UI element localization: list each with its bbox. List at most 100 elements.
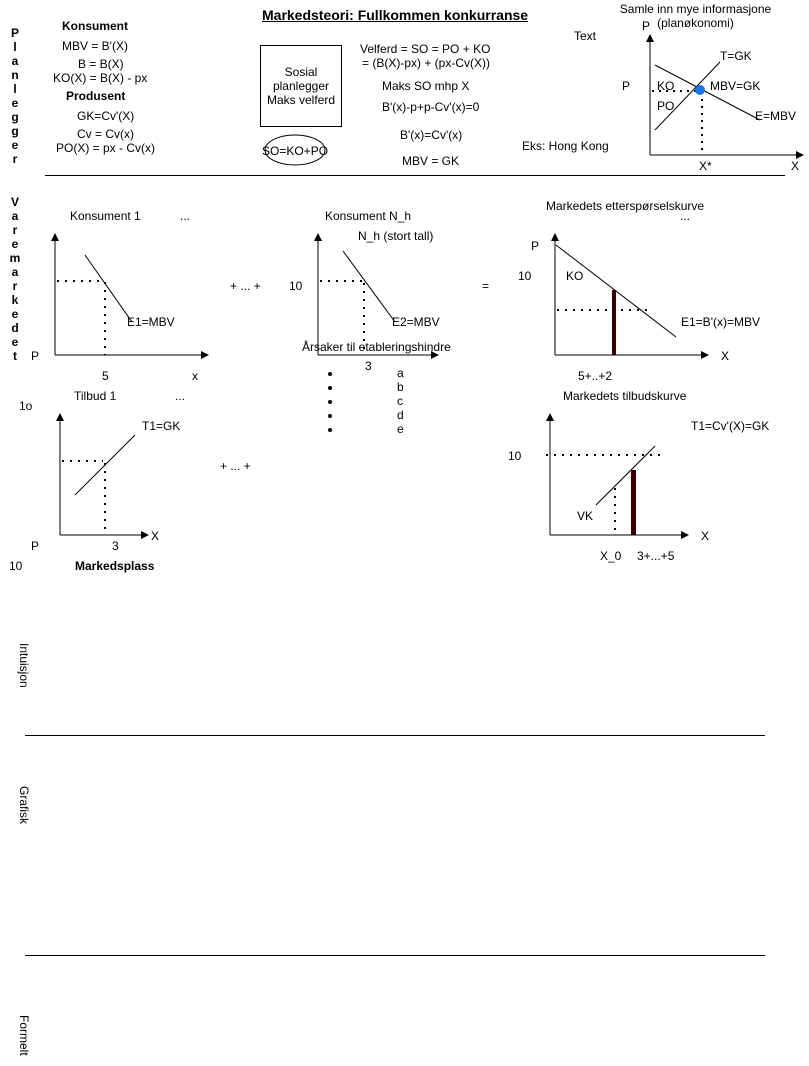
side-label-letter: e (11, 96, 19, 110)
produsent-heading: Produsent (66, 89, 126, 103)
side-label-letter: k (11, 293, 19, 307)
graph-label: VK (577, 509, 594, 523)
side-label-letter: r (12, 152, 18, 166)
box-line: Maks velferd (266, 93, 336, 107)
produsent-line: Cv = Cv(x) (77, 127, 134, 141)
bullet-list-dots (328, 372, 332, 432)
graph-label: 10 (508, 449, 522, 463)
graph-label: MBV=GK (710, 79, 761, 93)
ms-bar (631, 470, 636, 535)
side-label-letter: d (11, 321, 19, 335)
konsument-line: MBV = B'(X) (62, 39, 128, 53)
side-label-letter: g (11, 110, 19, 124)
market-demand-graph (551, 233, 709, 359)
graph-label: 3+...+5 (637, 549, 675, 563)
graph-label: P (642, 19, 651, 33)
formula-line: = (B(X)-px) + (px-Cv(X)) (362, 56, 491, 70)
box-line: planlegger (272, 79, 330, 93)
graph-label: 1o (19, 399, 33, 413)
formula-line: B'(x)=Cv'(x) (400, 128, 463, 142)
bullet-item: c (397, 394, 403, 408)
graph-label: P (531, 239, 540, 253)
graph-label: + ... + (220, 459, 251, 473)
graph-label: P (622, 79, 631, 93)
graph-label: X (151, 529, 160, 543)
k1-demand-line (84, 254, 133, 323)
konsument1-graph (51, 233, 209, 359)
side-label-letter: e (11, 335, 19, 349)
graph-label: X (701, 529, 710, 543)
so-ellipse (264, 134, 326, 166)
graph-label: x (192, 369, 198, 383)
graph-label: Konsument N_h (325, 209, 412, 223)
konsumentnh-graph (314, 233, 439, 359)
planner-supply-line (654, 61, 721, 131)
bullet-item: b (397, 380, 404, 394)
md-bar (612, 290, 616, 355)
graph-label: N_h (stort tall) (358, 229, 434, 243)
separator (45, 175, 785, 176)
market-supply-graph (546, 413, 689, 539)
graph-label: = (482, 279, 490, 293)
graph-label: X (791, 159, 800, 173)
graph-label: 3 (365, 359, 372, 373)
bullet-item: e (397, 422, 404, 436)
konsument-line: B = B(X) (78, 57, 124, 71)
konsument-line: KO(X) = B(X) - px (53, 71, 148, 85)
graph-label: Konsument 1 (70, 209, 141, 223)
row-label-formelt: Formelt (17, 1015, 31, 1056)
knh-demand-line (342, 250, 396, 323)
graph-label: ... (180, 209, 191, 223)
formula-line: Maks SO mhp X (382, 79, 470, 93)
side-label-letter: g (11, 124, 19, 138)
page-title: Markedsteori: Fullkommen konkurranse (262, 7, 529, 23)
side-label-letter: r (12, 279, 18, 293)
side-label-letter: P (10, 26, 19, 40)
graph-label: X* (699, 159, 712, 173)
side-label-letter: e (11, 138, 19, 152)
side-label-letter: t (13, 349, 17, 363)
graph-label: Tilbud 1 (74, 389, 117, 403)
graph-label: 10 (518, 269, 532, 283)
graph-label: 10 (9, 559, 23, 573)
side-label-letter: a (11, 209, 19, 223)
graph-label: Årsaker til etableringshindre (302, 340, 451, 354)
side-label-letter: e (11, 307, 19, 321)
row-label-intuisjon: Intuisjon (17, 643, 31, 688)
graph-label: E1=B'(x)=MBV (681, 315, 760, 329)
graph-label: 5+..+2 (578, 369, 613, 383)
produsent-line: PO(X) = px - Cv(x) (56, 141, 156, 155)
produsent-line: GK=Cv'(X) (77, 109, 135, 123)
formula-line: MBV = GK (402, 154, 460, 168)
side-label-letter: l (13, 82, 17, 96)
equilibrium-point (695, 85, 705, 95)
graph-label: E1=MBV (127, 315, 175, 329)
graph-label: E2=MBV (392, 315, 440, 329)
side-label-letter: l (13, 40, 17, 54)
graph-label: 3 (112, 539, 119, 553)
graph-label: ... (680, 209, 691, 223)
graph-label: ... (175, 389, 186, 403)
info-line: Samle inn mye informasjone (619, 2, 772, 16)
social-planner-box: Sosial planlegger Maks velferd (260, 45, 342, 127)
box-line: Sosial (284, 65, 318, 79)
side-label-letter: e (11, 237, 19, 251)
separator (25, 735, 765, 736)
graph-label: PO (657, 99, 675, 113)
info-line: (planøkonomi) (657, 16, 734, 30)
bullet-item: d (397, 408, 404, 422)
konsument-heading: Konsument (62, 19, 128, 33)
markedsplass-label: Markedsplass (75, 559, 155, 573)
side-label-letter: m (9, 251, 21, 265)
graph-label: KO (566, 269, 584, 283)
graph-label: Markedets etterspørselskurve (546, 199, 705, 213)
side-label-letter: V (10, 195, 19, 209)
graph-label: P (31, 349, 40, 363)
ms-supply-line (595, 445, 656, 506)
separator (25, 955, 765, 956)
graph-label: E=MBV (755, 109, 797, 123)
graph-label: 10 (289, 279, 303, 293)
